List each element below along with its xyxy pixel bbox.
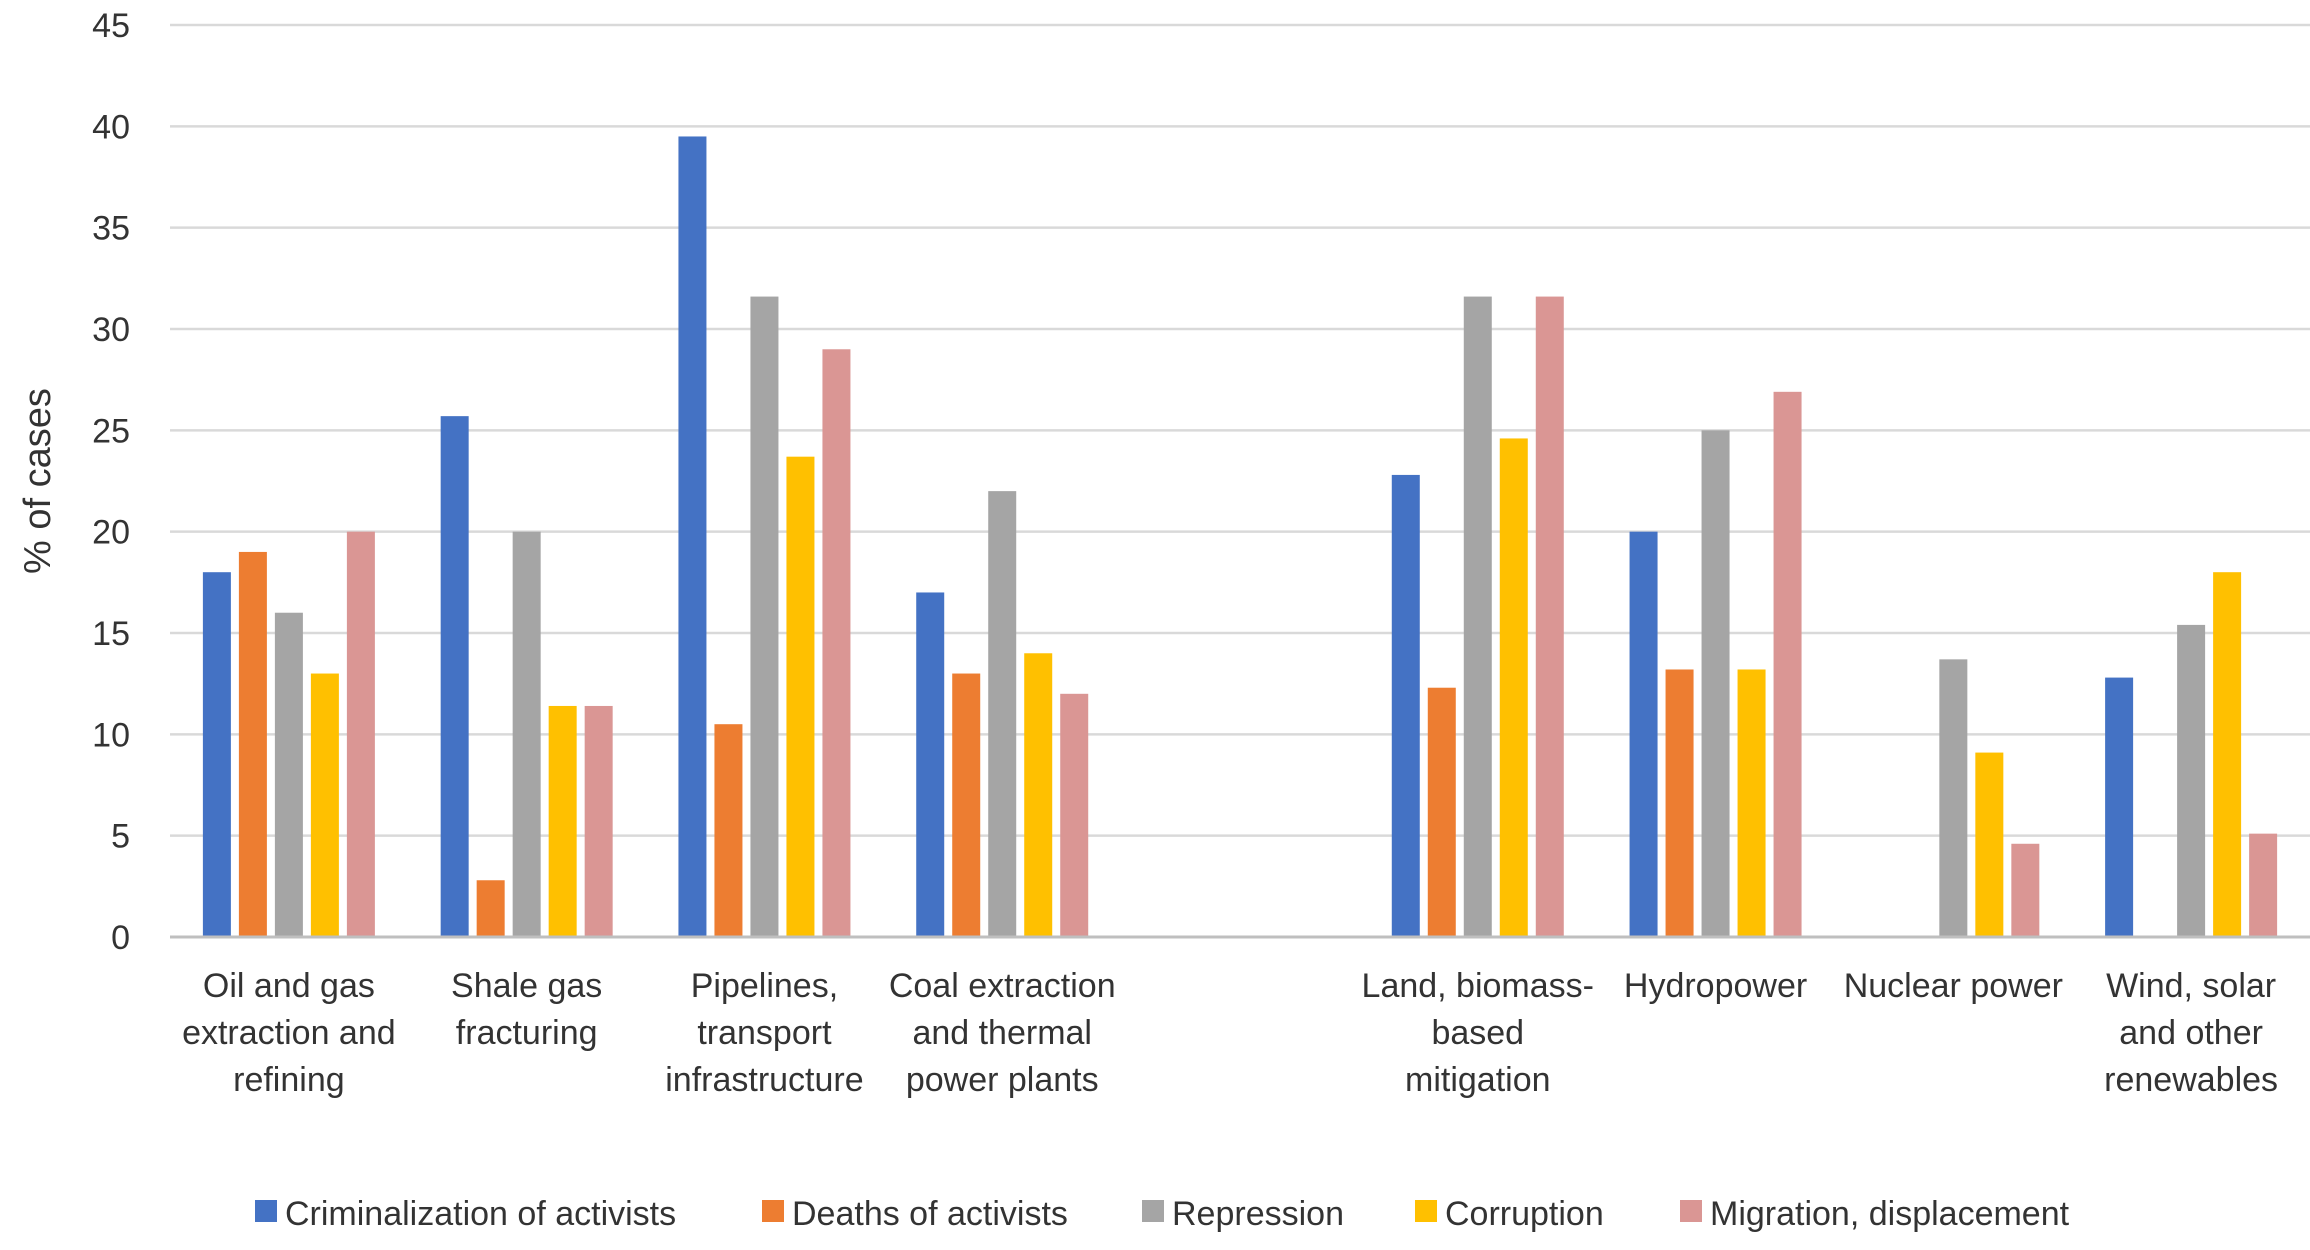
bar-deaths-of-activists [952, 673, 981, 937]
y-tick-label: 25 [92, 412, 130, 450]
legend-swatch [1680, 1200, 1702, 1222]
bar-migration-displacement [822, 349, 851, 937]
legend-swatch [255, 1200, 277, 1222]
category-label: transport [697, 1014, 832, 1052]
legend-label: Deaths of activists [792, 1195, 1068, 1233]
category-label: extraction and [182, 1014, 396, 1052]
bar-corruption [310, 673, 339, 937]
category-label: Nuclear power [1844, 967, 2063, 1005]
bar-repression [988, 491, 1017, 937]
bar-deaths-of-activists [714, 724, 743, 937]
bar-deaths-of-activists [1665, 669, 1694, 937]
bar-corruption [786, 456, 815, 937]
y-tick-label: 15 [92, 615, 130, 653]
bar-deaths-of-activists [476, 880, 505, 937]
bar-corruption [1737, 669, 1766, 937]
y-tick-label: 40 [92, 108, 130, 146]
legend-label: Repression [1172, 1195, 1344, 1233]
y-tick-label: 5 [111, 818, 130, 856]
bar-migration-displacement [584, 705, 613, 937]
bar-repression [512, 531, 541, 937]
bar-criminalization-of-activists [678, 136, 707, 937]
bar-criminalization-of-activists [916, 592, 945, 937]
legend-swatch [1142, 1200, 1164, 1222]
category-label: Pipelines, [691, 967, 838, 1005]
bar-criminalization-of-activists [1629, 531, 1658, 937]
y-tick-label: 45 [92, 7, 130, 45]
category-label: Land, biomass- [1362, 967, 1594, 1005]
category-label: renewables [2104, 1061, 2278, 1099]
bar-deaths-of-activists [1427, 687, 1456, 937]
y-axis-ticks: 0 5 10 15 20 25 30 35 40 45 [92, 7, 130, 957]
bar-deaths-of-activists [238, 551, 267, 937]
bar-repression [1939, 659, 1968, 937]
bar-corruption [1975, 752, 2004, 937]
bar-migration-displacement [2011, 843, 2040, 937]
bar-repression [1701, 430, 1730, 937]
y-tick-label: 10 [92, 716, 130, 754]
category-label: based [1431, 1014, 1524, 1052]
category-label: fracturing [456, 1014, 598, 1052]
legend: Criminalization of activists Deaths of ac… [255, 1195, 2070, 1233]
legend-label: Corruption [1445, 1195, 1604, 1233]
legend-label: Criminalization of activists [285, 1195, 676, 1233]
bar-repression [2177, 624, 2206, 937]
bar-corruption [1024, 653, 1053, 937]
bar-criminalization-of-activists [1391, 474, 1420, 937]
bar-corruption [548, 705, 577, 937]
bar-repression [1463, 296, 1492, 937]
gridlines [170, 23, 2310, 837]
category-label: refining [233, 1061, 345, 1099]
category-label: power plants [906, 1061, 1099, 1099]
bars [202, 136, 2278, 937]
legend-swatch [1415, 1200, 1437, 1222]
bar-criminalization-of-activists [2105, 677, 2134, 937]
bar-repression [274, 612, 303, 937]
bar-migration-displacement [2249, 833, 2278, 937]
category-label: and thermal [912, 1014, 1092, 1052]
category-label: Shale gas [451, 967, 602, 1005]
category-labels: Oil and gas extraction and refining Shale g… [182, 967, 2278, 1099]
category-label: Hydropower [1624, 967, 1807, 1005]
category-label: and other [2119, 1014, 2263, 1052]
category-label: Coal extraction [889, 967, 1116, 1005]
bar-criminalization-of-activists [202, 572, 231, 937]
category-label: Oil and gas [203, 967, 375, 1005]
bar-repression [750, 296, 779, 937]
bar-migration-displacement [346, 531, 375, 937]
bar-migration-displacement [1773, 391, 1802, 937]
bar-migration-displacement [1535, 296, 1564, 937]
y-tick-label: 0 [111, 919, 130, 957]
legend-swatch [762, 1200, 784, 1222]
bar-criminalization-of-activists [440, 416, 469, 937]
category-label: Wind, solar [2106, 967, 2276, 1005]
y-tick-label: 30 [92, 311, 130, 349]
bar-corruption [1499, 438, 1528, 937]
bar-migration-displacement [1060, 693, 1089, 937]
y-tick-label: 20 [92, 514, 130, 552]
category-label: infrastructure [665, 1061, 863, 1099]
legend-label: Migration, displacement [1710, 1195, 2070, 1233]
y-axis-title: % of cases [17, 388, 59, 574]
category-label: mitigation [1405, 1061, 1551, 1099]
bar-corruption [2213, 572, 2242, 937]
y-tick-label: 35 [92, 210, 130, 248]
